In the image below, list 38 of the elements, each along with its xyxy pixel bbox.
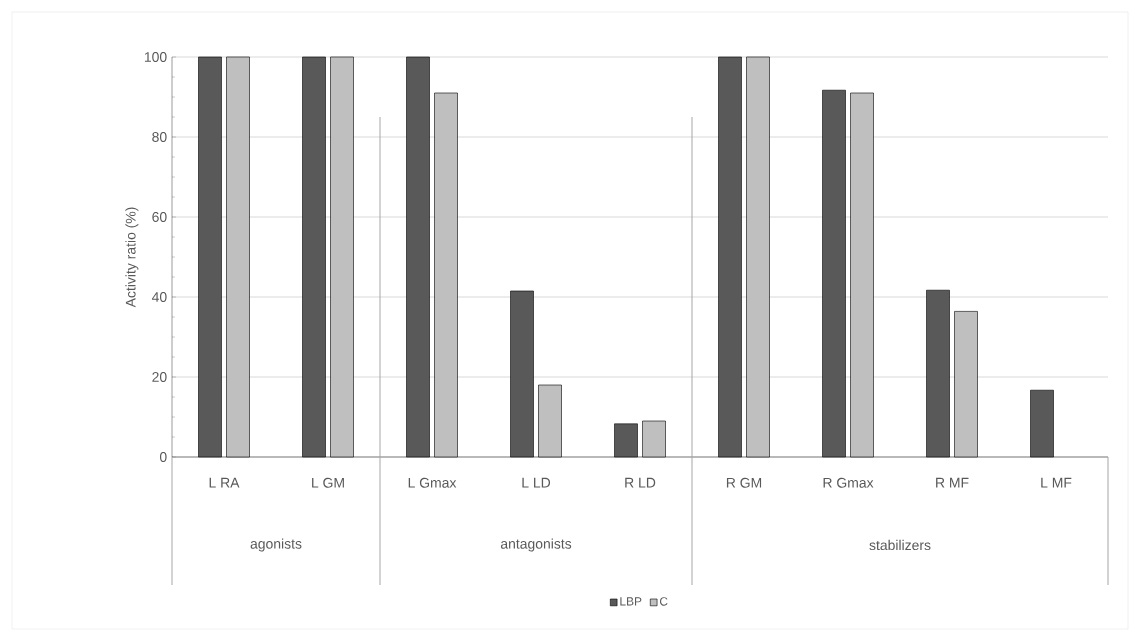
bar	[198, 56, 222, 458]
y-tick-label: 80	[152, 132, 167, 142]
legend-label: LBP	[620, 597, 642, 606]
text: antagonists	[500, 538, 572, 552]
bar	[850, 92, 874, 458]
y-tick-label: 60	[152, 212, 167, 222]
bar	[1030, 389, 1054, 458]
x-tick-label: R GM	[726, 477, 762, 488]
bar	[406, 56, 430, 458]
bar	[226, 56, 250, 458]
bar	[746, 56, 770, 458]
bar	[538, 384, 562, 458]
bar	[434, 92, 458, 458]
bar	[510, 290, 534, 458]
y-axis-title: Activity ratio (%)	[125, 207, 139, 308]
bar	[330, 56, 354, 458]
x-tick-label: R MF	[936, 477, 969, 488]
bar	[302, 56, 326, 458]
text: agonists	[250, 538, 302, 552]
bar	[954, 311, 978, 458]
x-tick-label: R Gmax	[823, 477, 874, 488]
x-tick-label: L Gmax	[408, 477, 457, 488]
legend-label: C	[659, 597, 668, 606]
x-tick-label: L LD	[522, 477, 551, 488]
text: stabilizers	[869, 539, 931, 551]
x-tick-label: L RA	[209, 477, 240, 488]
bar	[718, 56, 742, 458]
bar	[614, 423, 638, 458]
x-tick-label: L MF	[1041, 477, 1072, 488]
y-tick-label: 100	[144, 52, 167, 62]
y-tick-label: 20	[152, 372, 167, 382]
x-tick-label: L GM	[312, 477, 344, 488]
y-tick-label: 0	[159, 452, 167, 462]
bar	[822, 89, 846, 458]
x-tick-label: R LD	[625, 477, 656, 488]
y-tick-label: 40	[151, 292, 167, 302]
bar	[642, 420, 666, 458]
bar	[926, 289, 950, 458]
